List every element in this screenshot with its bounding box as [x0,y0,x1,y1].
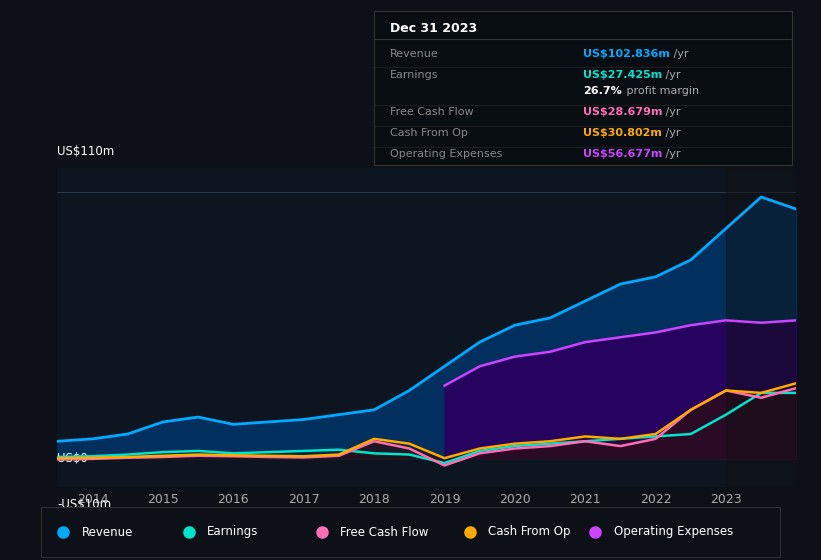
Text: US$27.425m: US$27.425m [583,70,663,80]
Text: /yr: /yr [663,148,681,158]
Text: Earnings: Earnings [390,70,438,80]
Text: US$30.802m: US$30.802m [583,128,662,138]
Text: Revenue: Revenue [390,49,439,59]
Text: US$110m: US$110m [57,146,115,158]
Text: Earnings: Earnings [208,525,259,539]
Text: Free Cash Flow: Free Cash Flow [341,525,429,539]
Text: 26.7%: 26.7% [583,86,621,96]
Text: Cash From Op: Cash From Op [390,128,468,138]
Text: Cash From Op: Cash From Op [488,525,571,539]
Text: Operating Expenses: Operating Expenses [390,148,502,158]
Text: US$56.677m: US$56.677m [583,148,663,158]
Text: /yr: /yr [663,70,681,80]
Text: /yr: /yr [663,128,681,138]
Text: -US$10m: -US$10m [57,498,112,511]
Text: Operating Expenses: Operating Expenses [613,525,733,539]
Text: /yr: /yr [671,49,689,59]
Text: /yr: /yr [663,107,681,117]
Text: profit margin: profit margin [622,86,699,96]
Text: US$0: US$0 [57,452,88,465]
Text: US$102.836m: US$102.836m [583,49,670,59]
Text: Dec 31 2023: Dec 31 2023 [390,22,478,35]
Bar [726,168,796,487]
Text: Revenue: Revenue [82,525,133,539]
Text: Free Cash Flow: Free Cash Flow [390,107,474,117]
Text: US$28.679m: US$28.679m [583,107,663,117]
